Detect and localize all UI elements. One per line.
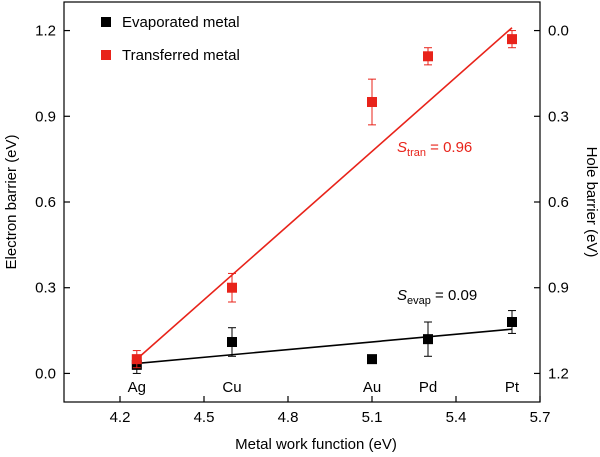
data-points	[131, 30, 517, 374]
data-point-1-2	[367, 97, 377, 107]
y-tick-label-right-4: 0.0	[548, 23, 569, 40]
y-axis-label-left: Electron barrier (eV)	[3, 134, 20, 269]
svg-text:Sevap = 0.09: Sevap = 0.09	[397, 287, 477, 307]
x-axis-label: Metal work function (eV)	[235, 436, 397, 453]
y-tick-label-right-2: 0.6	[548, 194, 569, 211]
x-tick-label-2: 4.8	[278, 409, 299, 426]
y-tick-label-right-0: 1.2	[548, 365, 569, 382]
data-point-1-3	[423, 51, 433, 62]
metal-label-au: Au	[363, 379, 381, 396]
data-point-0-2	[367, 354, 377, 365]
metal-label-cu: Cu	[222, 379, 241, 396]
annotation-s-evap-value: = 0.09	[431, 287, 477, 304]
y-tick-label-left-0: 0.0	[35, 365, 56, 382]
x-tick-label-4: 5.4	[446, 409, 467, 426]
y-tick-label-left-1: 0.3	[35, 280, 56, 297]
annotation-s-tran-subscript: tran	[407, 147, 426, 159]
y-tick-label-left-2: 0.6	[35, 194, 56, 211]
fit-line-0	[136, 328, 513, 365]
legend-swatch-evaporated	[101, 17, 111, 27]
annotation-s-evap-subscript: evap	[407, 295, 431, 307]
annotation-s-tran-symbol: S	[397, 139, 407, 156]
axes	[63, 1, 541, 403]
tick-labels: 4.2 4.5 4.8 5.1 5.4 5.7 0.0 0.3 0.6 0.9 1.2 1.2 0.9 0…	[35, 23, 569, 426]
annotation-s-tran-value: = 0.96	[426, 139, 472, 156]
metal-label-pd: Pd	[419, 379, 437, 396]
y-tick-label-right-1: 0.9	[548, 280, 569, 297]
metal-labels: Ag Cu Au Pd Pt	[128, 379, 520, 396]
legend-label-transferred: Transferred metal	[122, 47, 240, 64]
y-tick-label-left-3: 0.9	[35, 108, 56, 125]
data-point-0-3	[423, 334, 433, 345]
data-point-0-4	[507, 317, 517, 327]
legend: Evaporated metal Transferred metal	[101, 14, 240, 64]
y-axis-label-right: Hole barrier (eV)	[583, 147, 600, 258]
data-point-1-4	[507, 34, 517, 45]
svg-text:Stran = 0.96: Stran = 0.96	[397, 139, 472, 159]
annotation-s-tran: Stran = 0.96	[397, 139, 472, 159]
legend-swatch-transferred	[101, 50, 111, 60]
data-point-1-1	[227, 282, 237, 293]
annotation-s-evap: Sevap = 0.09	[397, 287, 477, 307]
fit-lines	[136, 27, 513, 365]
y-tick-label-left-4: 1.2	[35, 23, 56, 40]
metal-label-pt: Pt	[505, 379, 520, 396]
annotation-s-evap-symbol: S	[397, 287, 407, 304]
legend-label-evaporated: Evaporated metal	[122, 14, 240, 31]
x-tick-label-5: 5.7	[530, 409, 551, 426]
x-tick-label-0: 4.2	[110, 409, 131, 426]
x-tick-label-3: 5.1	[362, 409, 383, 426]
x-tick-label-1: 4.5	[194, 409, 215, 426]
fit-line-1	[136, 27, 513, 360]
data-point-0-1	[227, 337, 237, 347]
y-tick-label-right-3: 0.3	[548, 108, 569, 125]
data-point-1-0	[131, 354, 142, 365]
metal-label-ag: Ag	[128, 379, 146, 396]
